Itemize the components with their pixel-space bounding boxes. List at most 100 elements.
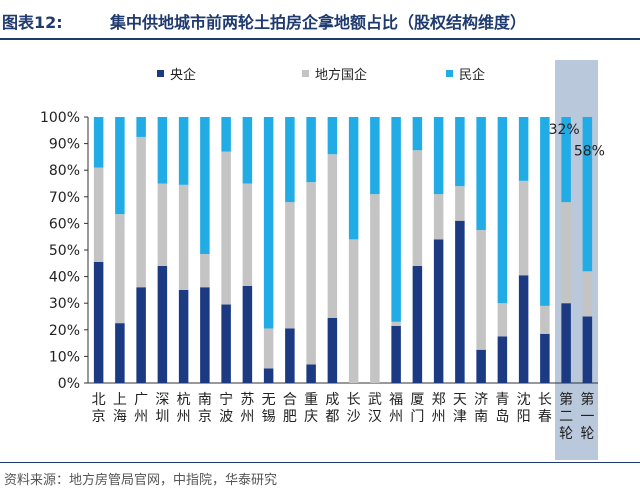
bar-segment-1 — [582, 316, 593, 383]
y-tick-label: 0% — [58, 376, 80, 392]
x-tick-label: 州 — [389, 409, 403, 425]
bar-segment-1 — [497, 336, 508, 383]
x-tick-label: 重 — [304, 392, 318, 408]
source-note: 资料来源：地方房管局官网，中指院，华泰研究 — [4, 473, 278, 488]
x-tick-label: 肥 — [283, 409, 297, 425]
x-tick-label: 都 — [325, 409, 339, 425]
bar-segment-2 — [200, 253, 210, 288]
bar-segment-3 — [540, 117, 550, 306]
x-tick-label: 深 — [155, 392, 169, 408]
x-tick-label: 阳 — [517, 409, 531, 425]
bar-segment-3 — [93, 117, 104, 168]
bar-segment-1 — [93, 261, 104, 383]
y-tick-label: 50% — [49, 243, 80, 259]
x-tick-label: 北 — [92, 392, 106, 408]
bar-segment-1 — [518, 275, 529, 383]
x-tick-label: 长 — [538, 392, 552, 408]
data-label: 32% — [549, 122, 580, 138]
bar-segment-2 — [476, 230, 486, 350]
bar-segment-2 — [157, 183, 168, 266]
bar-segment-3 — [136, 117, 146, 137]
y-tick-label: 40% — [49, 270, 80, 286]
bar-segment-2 — [497, 303, 508, 337]
bar-segment-1 — [433, 239, 444, 383]
x-tick-label: 广 — [134, 392, 148, 408]
bar-segment-3 — [582, 117, 593, 272]
bar-segment-2 — [412, 150, 423, 266]
bar-segment-3 — [178, 117, 189, 185]
y-tick-label: 60% — [49, 216, 80, 232]
bar-segment-1 — [476, 349, 486, 383]
title-bar: 图表12: 集中供地城市前两轮土拍房企拿地额占比（股权结构维度） — [0, 0, 640, 40]
x-tick-label: 州 — [134, 409, 148, 425]
bar-segment-3 — [327, 117, 338, 155]
bar-segment-1 — [263, 368, 274, 383]
data-label: 58% — [574, 144, 605, 160]
x-tick-label: 州 — [177, 409, 191, 425]
bar-segment-2 — [242, 183, 253, 286]
bar-segment-1 — [200, 287, 210, 383]
bar-segment-2 — [370, 194, 380, 383]
x-tick-label: 州 — [432, 409, 446, 425]
x-tick-label: 第 — [559, 391, 573, 408]
bar-segment-2 — [455, 186, 465, 221]
y-tick-label: 20% — [49, 323, 80, 339]
bar-segment-2 — [348, 239, 359, 383]
figure-label: 图表12: — [2, 13, 63, 32]
bar-segment-1 — [391, 325, 401, 383]
legend-label-1: 央企 — [170, 67, 196, 83]
bar-segment-3 — [476, 117, 486, 231]
bar-segment-1 — [561, 303, 571, 383]
chart-title: 集中供地城市前两轮土拍房企拿地额占比（股权结构维度） — [110, 13, 527, 32]
bar-segment-3 — [263, 117, 274, 329]
bar-segment-1 — [327, 317, 338, 383]
x-tick-label: 杭 — [177, 392, 191, 408]
x-tick-label: 沈 — [517, 392, 531, 408]
bar-segment-3 — [518, 117, 529, 181]
bar-segment-1 — [157, 265, 168, 383]
x-tick-label: 沙 — [347, 409, 361, 425]
legend-label-3: 民企 — [459, 67, 485, 83]
legend-label-2: 地方国企 — [315, 67, 367, 83]
x-tick-label: 厦 — [410, 392, 424, 408]
bar-segment-2 — [540, 305, 550, 334]
bar-segment-3 — [497, 117, 508, 304]
bar-segment-2 — [263, 328, 274, 369]
x-tick-label: 一 — [580, 409, 594, 425]
bar-segment-2 — [561, 202, 571, 304]
bar-segment-3 — [221, 117, 231, 152]
bar-segment-3 — [200, 117, 210, 254]
y-tick-label: 30% — [49, 296, 80, 312]
bar-segment-1 — [455, 220, 465, 383]
bar-segment-1 — [136, 287, 146, 383]
x-tick-label: 无 — [262, 392, 276, 408]
bar-segment-3 — [285, 117, 295, 203]
x-tick-label: 南 — [198, 392, 212, 408]
bar-segment-3 — [157, 117, 168, 184]
x-tick-label: 青 — [495, 392, 509, 408]
bar-segment-2 — [178, 184, 189, 290]
bar-segment-2 — [582, 271, 593, 317]
x-tick-label: 京 — [92, 409, 106, 425]
bar-segment-2 — [518, 180, 529, 276]
x-tick-label: 第 — [580, 391, 594, 408]
x-tick-label: 二 — [559, 409, 573, 425]
legend-swatch-3 — [446, 70, 453, 77]
bar-segment-1 — [540, 333, 550, 383]
x-tick-label: 济 — [474, 392, 488, 408]
bar-segment-3 — [455, 117, 465, 187]
x-tick-label: 轮 — [559, 426, 573, 442]
bar-segment-2 — [433, 194, 444, 240]
bar-segment-1 — [306, 364, 316, 383]
bar-segment-1 — [412, 265, 423, 383]
bar-segment-1 — [221, 304, 231, 383]
x-tick-label: 岛 — [495, 409, 509, 425]
x-tick-label: 长 — [347, 392, 361, 408]
x-tick-label: 圳 — [155, 409, 169, 425]
x-tick-label: 南 — [474, 409, 488, 425]
x-tick-label: 苏 — [240, 392, 254, 408]
x-tick-label: 京 — [198, 409, 212, 425]
x-tick-label: 天 — [453, 392, 467, 408]
bar-segment-3 — [348, 117, 359, 240]
bar-segment-3 — [433, 117, 444, 195]
